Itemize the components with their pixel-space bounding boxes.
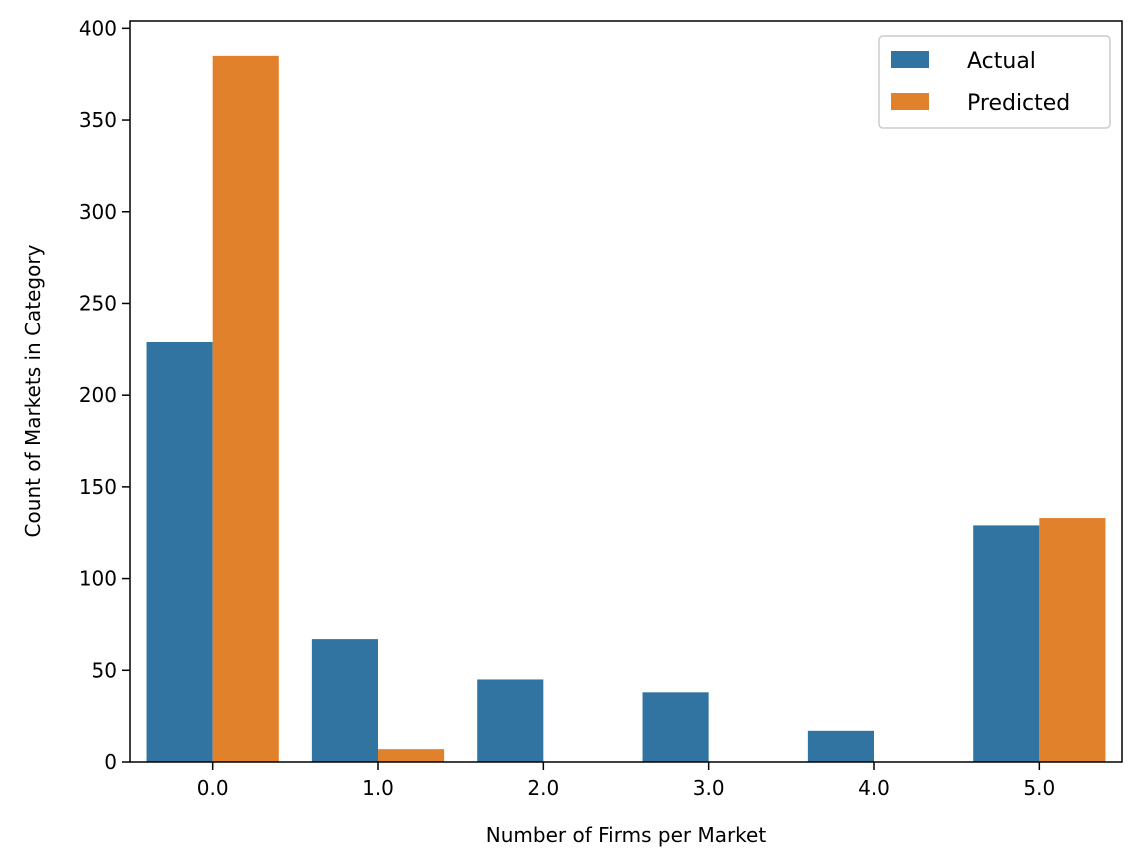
x-tick-label: 2.0: [527, 776, 559, 800]
y-tick-label: 100: [79, 567, 117, 591]
bars-layer: [146, 55, 1106, 763]
x-tick-label: 5.0: [1023, 776, 1055, 800]
y-tick-label: 300: [79, 200, 117, 224]
y-axis-ticks: 0 50 100 150 200 250 300 350 400: [79, 16, 130, 774]
bar-actual-1.0: [311, 639, 378, 762]
bar-actual-0.0: [146, 341, 213, 762]
bar-predicted-5.0: [1039, 518, 1106, 762]
bar-actual-2.0: [477, 679, 544, 762]
y-tick-label: 50: [92, 658, 117, 682]
x-axis-ticks: 0.0 1.0 2.0 3.0 4.0 5.0: [197, 762, 1055, 800]
y-tick-label: 400: [79, 16, 117, 40]
legend-label-actual: Actual: [967, 49, 1036, 74]
legend-swatch-actual: [891, 51, 929, 68]
bar-actual-4.0: [807, 730, 874, 762]
x-tick-label: 0.0: [197, 776, 229, 800]
x-tick-label: 1.0: [362, 776, 394, 800]
legend-swatch-predicted: [891, 93, 929, 110]
x-axis-label: Number of Firms per Market: [486, 823, 767, 847]
y-tick-label: 150: [79, 475, 117, 499]
legend-frame: [878, 35, 1111, 129]
y-tick-label: 0: [104, 750, 117, 774]
y-tick-label: 350: [79, 108, 117, 132]
y-axis-label: Count of Markets in Category: [21, 244, 45, 537]
legend-label-predicted: Predicted: [967, 91, 1070, 116]
legend: Actual Predicted: [878, 35, 1111, 129]
bar-predicted-0.0: [212, 55, 279, 763]
x-tick-label: 4.0: [858, 776, 890, 800]
y-tick-label: 250: [79, 291, 117, 315]
plot-frame: [129, 20, 1123, 763]
bar-actual-5.0: [973, 525, 1040, 762]
bar-actual-3.0: [642, 692, 709, 762]
x-tick-label: 3.0: [693, 776, 725, 800]
bar-predicted-1.0: [378, 749, 445, 762]
y-tick-label: 200: [79, 383, 117, 407]
